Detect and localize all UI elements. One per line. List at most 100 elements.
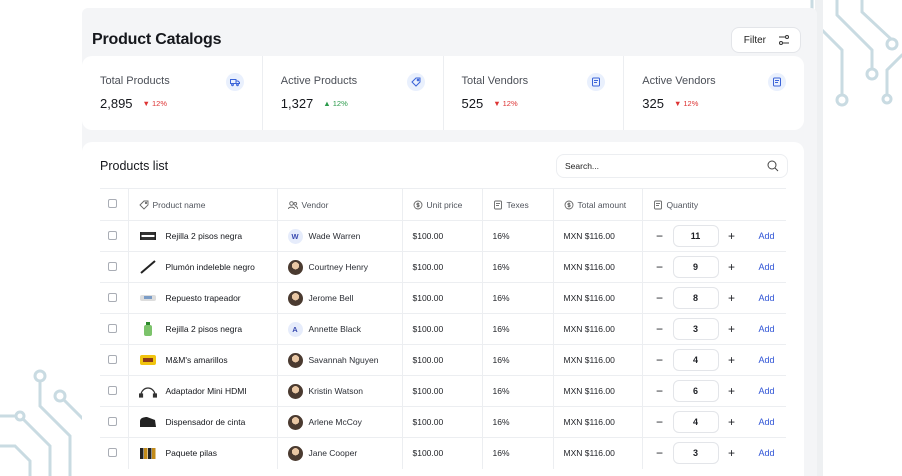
row-checkbox[interactable] [108, 385, 117, 395]
increment-button[interactable]: + [727, 415, 735, 429]
tax-rate: 16% [482, 406, 554, 438]
quantity-input[interactable]: 3 [672, 442, 719, 465]
stat-change: ▼ 12% [673, 99, 699, 108]
stat-label: Total Products [100, 75, 170, 87]
decrement-button[interactable]: − [655, 291, 663, 305]
vendor-name: Savannah Nguyen [308, 355, 379, 365]
bottle-icon [139, 322, 157, 336]
increment-button[interactable]: + [727, 322, 735, 336]
quantity-input[interactable]: 11 [672, 225, 719, 247]
increment-button[interactable]: + [727, 291, 735, 305]
stat-change: ▼ 12% [142, 99, 167, 108]
increment-button[interactable]: + [727, 260, 735, 274]
quantity-input[interactable]: 3 [672, 318, 719, 340]
column-vendor[interactable]: Vendor [277, 188, 403, 221]
decrement-button[interactable]: − [655, 353, 663, 367]
column-unit-price[interactable]: Unit price [402, 188, 483, 221]
unit-price: $100.00 [402, 313, 483, 345]
tax-rate: 16% [482, 282, 554, 314]
add-button[interactable]: Add [758, 417, 775, 427]
table-row: Plumón indeleble negro Courtney Henry $1… [100, 251, 786, 283]
column-taxes[interactable]: Texes [482, 188, 554, 221]
rack-icon [139, 229, 157, 243]
row-checkbox[interactable] [108, 323, 117, 333]
increment-button[interactable]: + [727, 353, 735, 367]
decrement-button[interactable]: − [655, 260, 663, 274]
add-button[interactable]: Add [758, 262, 775, 272]
search-input[interactable] [565, 161, 745, 171]
add-button[interactable]: Add [758, 386, 775, 396]
column-total-amount[interactable]: Total amount [553, 188, 643, 221]
stat-total-products: Total Products 2,895 ▼ 12% [82, 56, 263, 130]
stat-value: 325 [642, 96, 664, 111]
receipt-icon [493, 200, 502, 209]
row-checkbox[interactable] [108, 261, 117, 271]
search-box[interactable] [556, 154, 788, 178]
add-button[interactable]: Add [758, 355, 775, 365]
stat-active-vendors: Active Vendors 325 ▼ 12% [624, 56, 804, 130]
tax-rate: 16% [482, 251, 554, 283]
avatar [287, 445, 303, 461]
decrement-button[interactable]: − [655, 415, 663, 429]
increment-button[interactable]: + [727, 384, 735, 398]
product-name: Adaptador Mini HDMI [165, 386, 247, 396]
products-list-card: Products list Product name Vendor [82, 142, 804, 476]
product-name: Repuesto trapeador [165, 293, 241, 303]
decrement-button[interactable]: − [655, 322, 663, 336]
products-table: Product name Vendor Unit price Texes Tot… [100, 188, 786, 469]
stat-value: 1,327 [280, 96, 314, 111]
unit-price: $100.00 [402, 375, 483, 407]
mop-refill-icon [139, 291, 157, 305]
decrement-button[interactable]: − [655, 384, 663, 398]
unit-price: $100.00 [402, 251, 483, 283]
total-amount: MXN $116.00 [553, 282, 643, 314]
table-row: Dispensador de cinta Arlene McCoy $100.0… [100, 406, 786, 438]
unit-price: $100.00 [402, 406, 483, 438]
add-button[interactable]: Add [758, 293, 775, 303]
stat-change: ▼ 12% [493, 99, 518, 108]
users-icon [287, 200, 298, 209]
tax-rate: 16% [482, 313, 554, 345]
tag-icon [406, 73, 425, 91]
add-button[interactable]: Add [758, 324, 775, 334]
avatar [287, 259, 303, 275]
quantity-input[interactable]: 6 [672, 380, 719, 402]
table-row: M&M's amarillos Savannah Nguyen $100.00 … [100, 344, 786, 376]
table-row: Rejilla 2 pisos negra A Annette Black $1… [100, 313, 786, 345]
decrement-button[interactable]: − [655, 229, 663, 243]
total-amount: MXN $116.00 [553, 437, 643, 469]
add-button[interactable]: Add [758, 231, 775, 241]
quantity-input[interactable]: 9 [672, 256, 719, 278]
column-product-name[interactable]: Product name [128, 188, 278, 221]
select-all-checkbox[interactable] [108, 199, 117, 208]
stat-label: Active Vendors [642, 75, 716, 87]
total-amount: MXN $116.00 [553, 344, 643, 376]
table-row: Adaptador Mini HDMI Kristin Watson $100.… [100, 375, 786, 407]
filter-button[interactable]: Filter [730, 27, 801, 53]
row-checkbox[interactable] [108, 447, 117, 457]
increment-button[interactable]: + [727, 229, 735, 243]
column-quantity[interactable]: Quantity [642, 188, 786, 221]
stat-total-vendors: Total Vendors 525 ▼ 12% [444, 56, 625, 130]
quantity-input[interactable]: 4 [672, 349, 719, 371]
avatar [287, 383, 303, 399]
product-name: Dispensador de cinta [165, 417, 246, 427]
product-catalog-panel: Product Catalogs Filter Total Products 2… [82, 8, 817, 476]
quantity-input[interactable]: 4 [672, 411, 719, 433]
row-checkbox[interactable] [108, 292, 117, 302]
stat-label: Total Vendors [461, 75, 529, 87]
row-checkbox[interactable] [108, 416, 117, 426]
add-button[interactable]: Add [758, 448, 775, 459]
increment-button[interactable]: + [727, 446, 735, 461]
page-header: Product Catalogs Filter [92, 22, 801, 58]
tape-dispenser-icon [139, 415, 157, 429]
row-checkbox[interactable] [108, 354, 117, 364]
row-checkbox[interactable] [108, 230, 117, 240]
table-row: Rejilla 2 pisos negra W Wade Warren $100… [100, 220, 786, 252]
quantity-input[interactable]: 8 [672, 287, 719, 309]
decrement-button[interactable]: − [655, 446, 663, 461]
unit-price: $100.00 [402, 437, 483, 469]
vendor-name: Wade Warren [308, 231, 361, 241]
tax-rate: 16% [482, 344, 554, 376]
filter-label: Filter [743, 34, 766, 46]
